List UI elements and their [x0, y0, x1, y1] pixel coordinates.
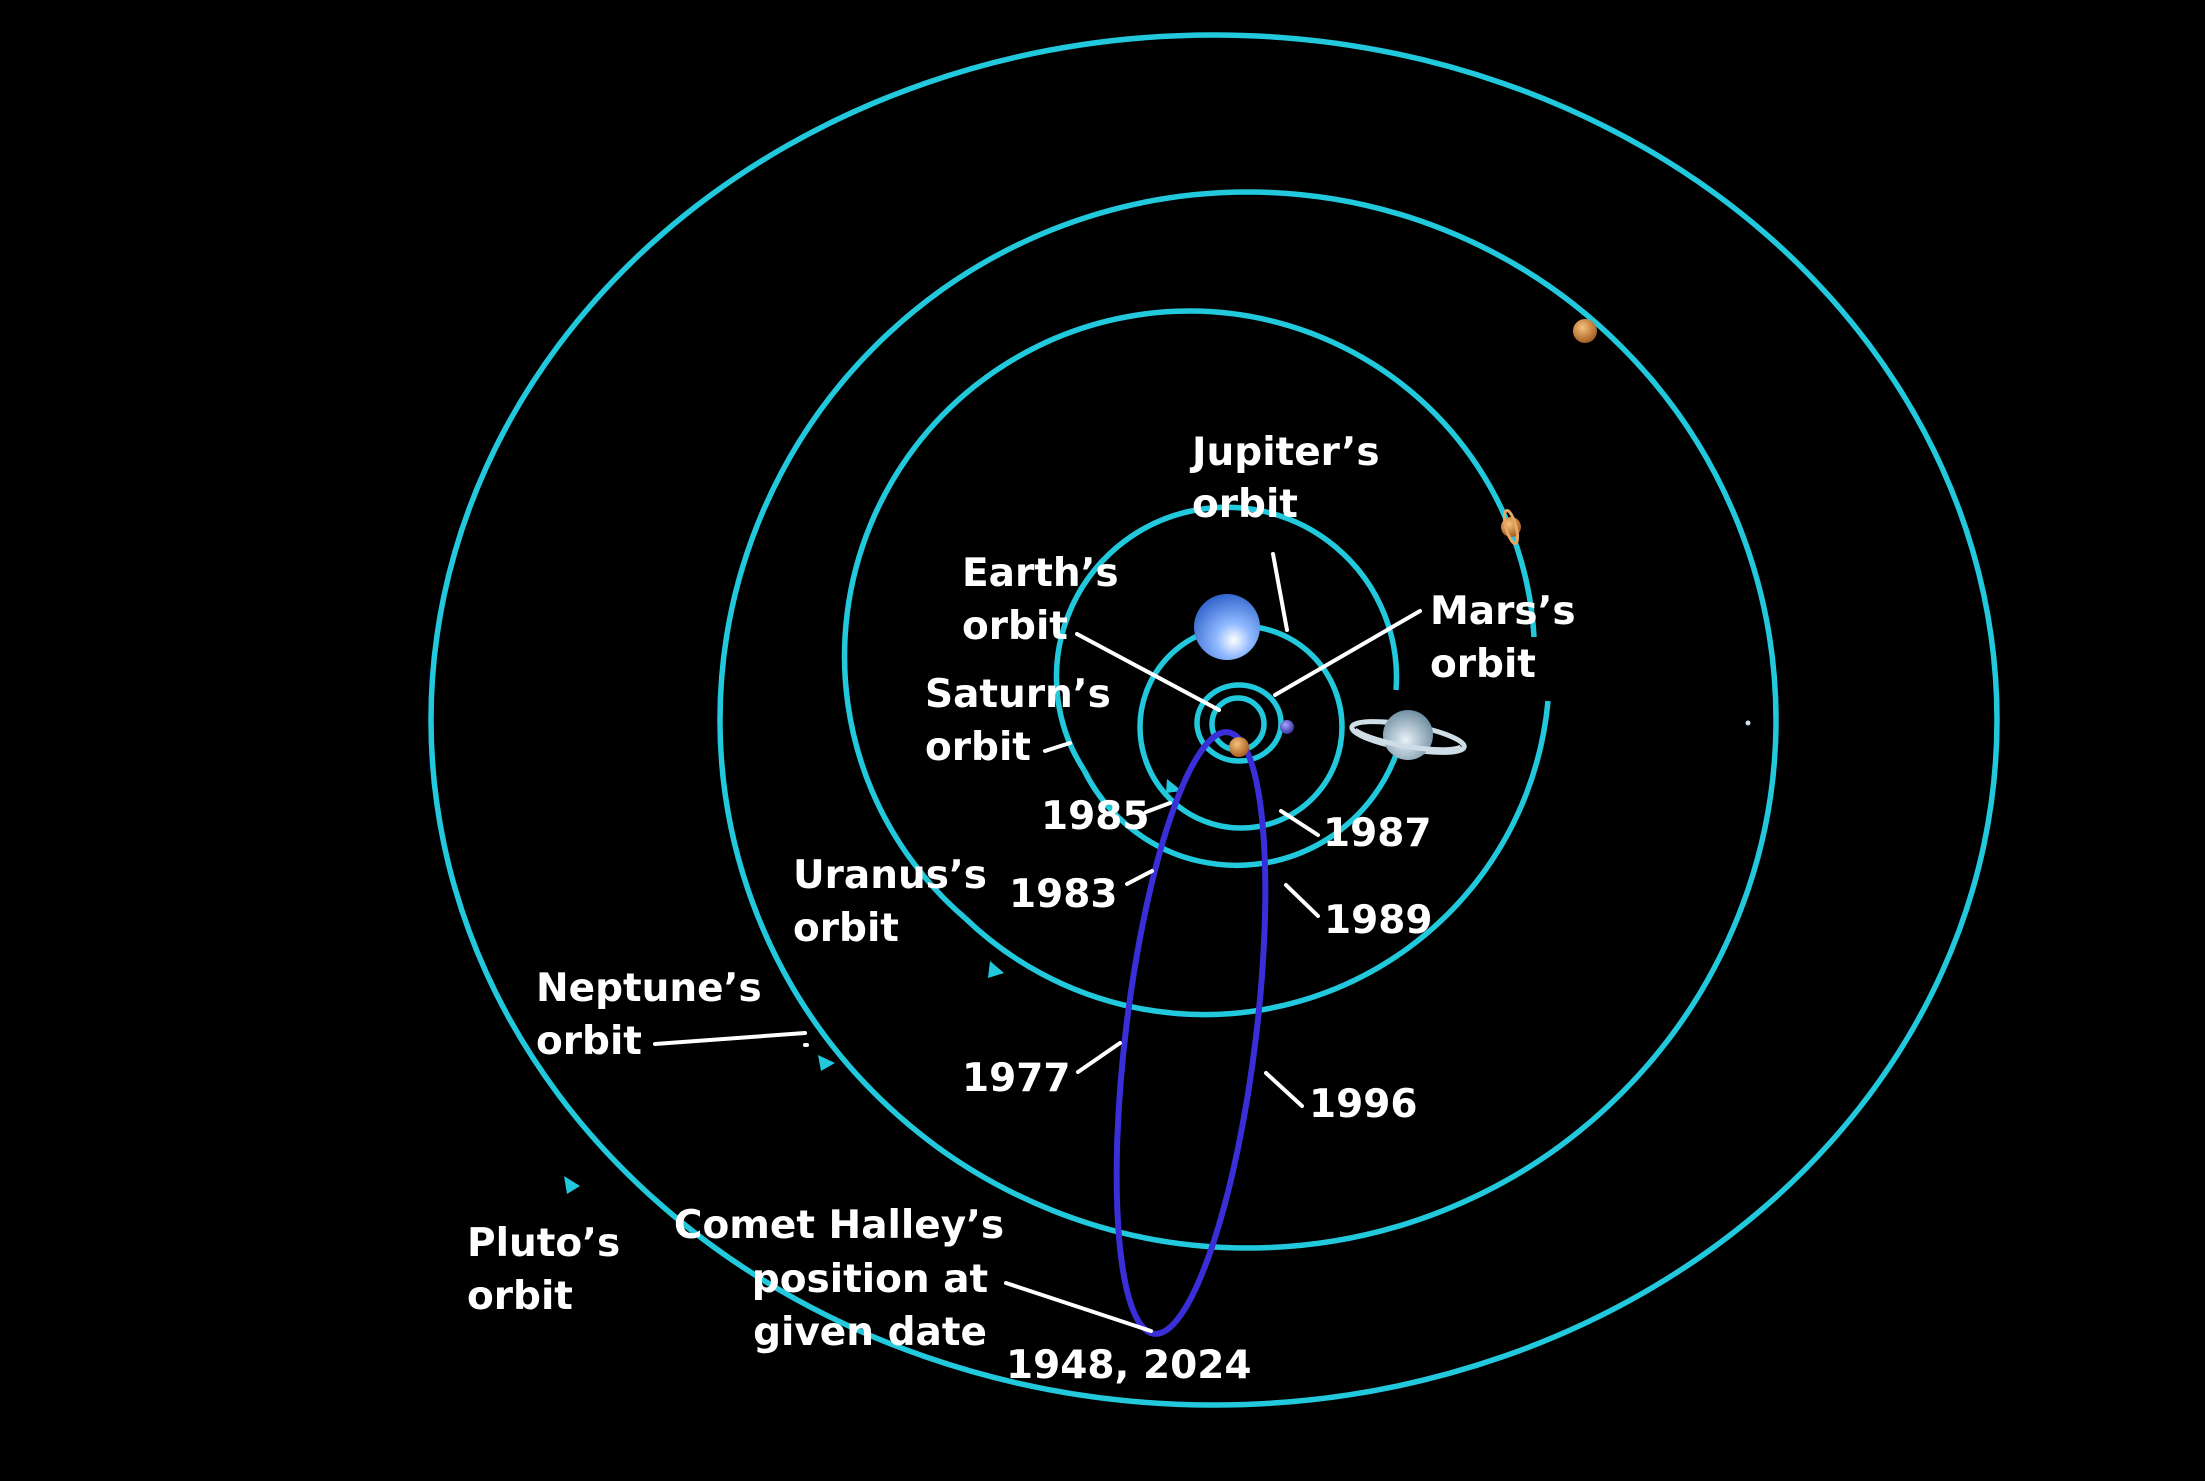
jupiter-leader-line: [1271, 552, 1289, 632]
comet-leader-line: [1004, 1281, 1153, 1333]
earth-orbit-label: Earth’s orbit: [962, 551, 1119, 649]
saturn-orbit: [1053, 504, 1400, 772]
mars-leader-line: [1273, 609, 1422, 697]
leader-1983: [1125, 869, 1154, 886]
uranus-orbit-label: Uranus’s orbit: [793, 853, 987, 951]
uranus-label-line1: Uranus’s: [793, 853, 987, 898]
date-1977: 1977: [962, 1056, 1071, 1101]
neptune-label-line2: orbit: [536, 1019, 642, 1064]
pluto-icon: [1745, 720, 1751, 726]
uranus-orbit-lower: [963, 700, 1551, 1018]
jupiter-label-line2: orbit: [1192, 482, 1298, 527]
saturn-icon: [1349, 710, 1467, 760]
uranus-icon: [1501, 509, 1521, 545]
earth-label-line2: orbit: [962, 604, 1068, 649]
neptune-direction-arrow: [818, 1055, 835, 1071]
leader-1996: [1264, 1071, 1304, 1108]
mars-label-line1: Mars’s: [1430, 589, 1576, 634]
neptune-orbit-label: Neptune’s orbit: [536, 966, 762, 1064]
uranus-label-line2: orbit: [793, 906, 899, 951]
saturn-leader-line: [1043, 741, 1072, 753]
jupiter-label-line1: Jupiter’s: [1189, 430, 1380, 475]
pluto-direction-arrow: [564, 1176, 580, 1194]
comet-label-line3: given date: [753, 1310, 987, 1355]
pluto-label-line1: Pluto’s: [467, 1221, 620, 1266]
date-1983: 1983: [1009, 872, 1118, 917]
jupiter-orbit-label: Jupiter’s orbit: [1189, 430, 1380, 527]
comet-halley-label: Comet Halley’s position at given date: [674, 1203, 1004, 1355]
leader-1987: [1279, 809, 1320, 837]
leader-1985: [1144, 801, 1172, 814]
pluto-orbit: [428, 32, 2000, 1408]
pluto-label-line2: orbit: [467, 1274, 573, 1319]
date-1996: 1996: [1309, 1082, 1418, 1127]
jupiter-icon: [1194, 594, 1260, 660]
saturn-label-line1: Saturn’s: [925, 672, 1111, 717]
neptune-orbit: [717, 189, 1779, 1251]
saturn-label-line2: orbit: [925, 725, 1031, 770]
comet-label-line1: Comet Halley’s: [674, 1203, 1004, 1248]
comet-label-line2: position at: [752, 1257, 988, 1302]
leader-1977: [1076, 1041, 1122, 1074]
pluto-orbit-label: Pluto’s orbit: [467, 1221, 620, 1319]
mars-orbit: [1194, 682, 1284, 764]
earth-icon: [1229, 737, 1249, 757]
date-1989: 1989: [1324, 898, 1433, 943]
date-1985: 1985: [1041, 794, 1150, 839]
mars-label-line2: orbit: [1430, 642, 1536, 687]
neptune-icon: [1573, 319, 1597, 343]
earth-label-line1: Earth’s: [962, 551, 1119, 596]
saturn-orbit-lower: [1081, 751, 1400, 869]
mars-icon: [1280, 720, 1294, 734]
uranus-orbit: [841, 308, 1537, 921]
date-1948-2024: 1948, 2024: [1006, 1343, 1251, 1388]
earth-leader-line: [1075, 632, 1221, 712]
neptune-leader-line: [653, 1031, 807, 1046]
uranus-direction-arrow: [988, 961, 1004, 978]
saturn-orbit-label: Saturn’s orbit: [925, 672, 1111, 770]
date-1987: 1987: [1323, 811, 1432, 856]
neptune-label-line1: Neptune’s: [536, 966, 762, 1011]
leader-1989: [1284, 883, 1320, 918]
mars-orbit-label: Mars’s orbit: [1430, 589, 1576, 687]
comet-halley-orbit: [1113, 729, 1269, 1337]
